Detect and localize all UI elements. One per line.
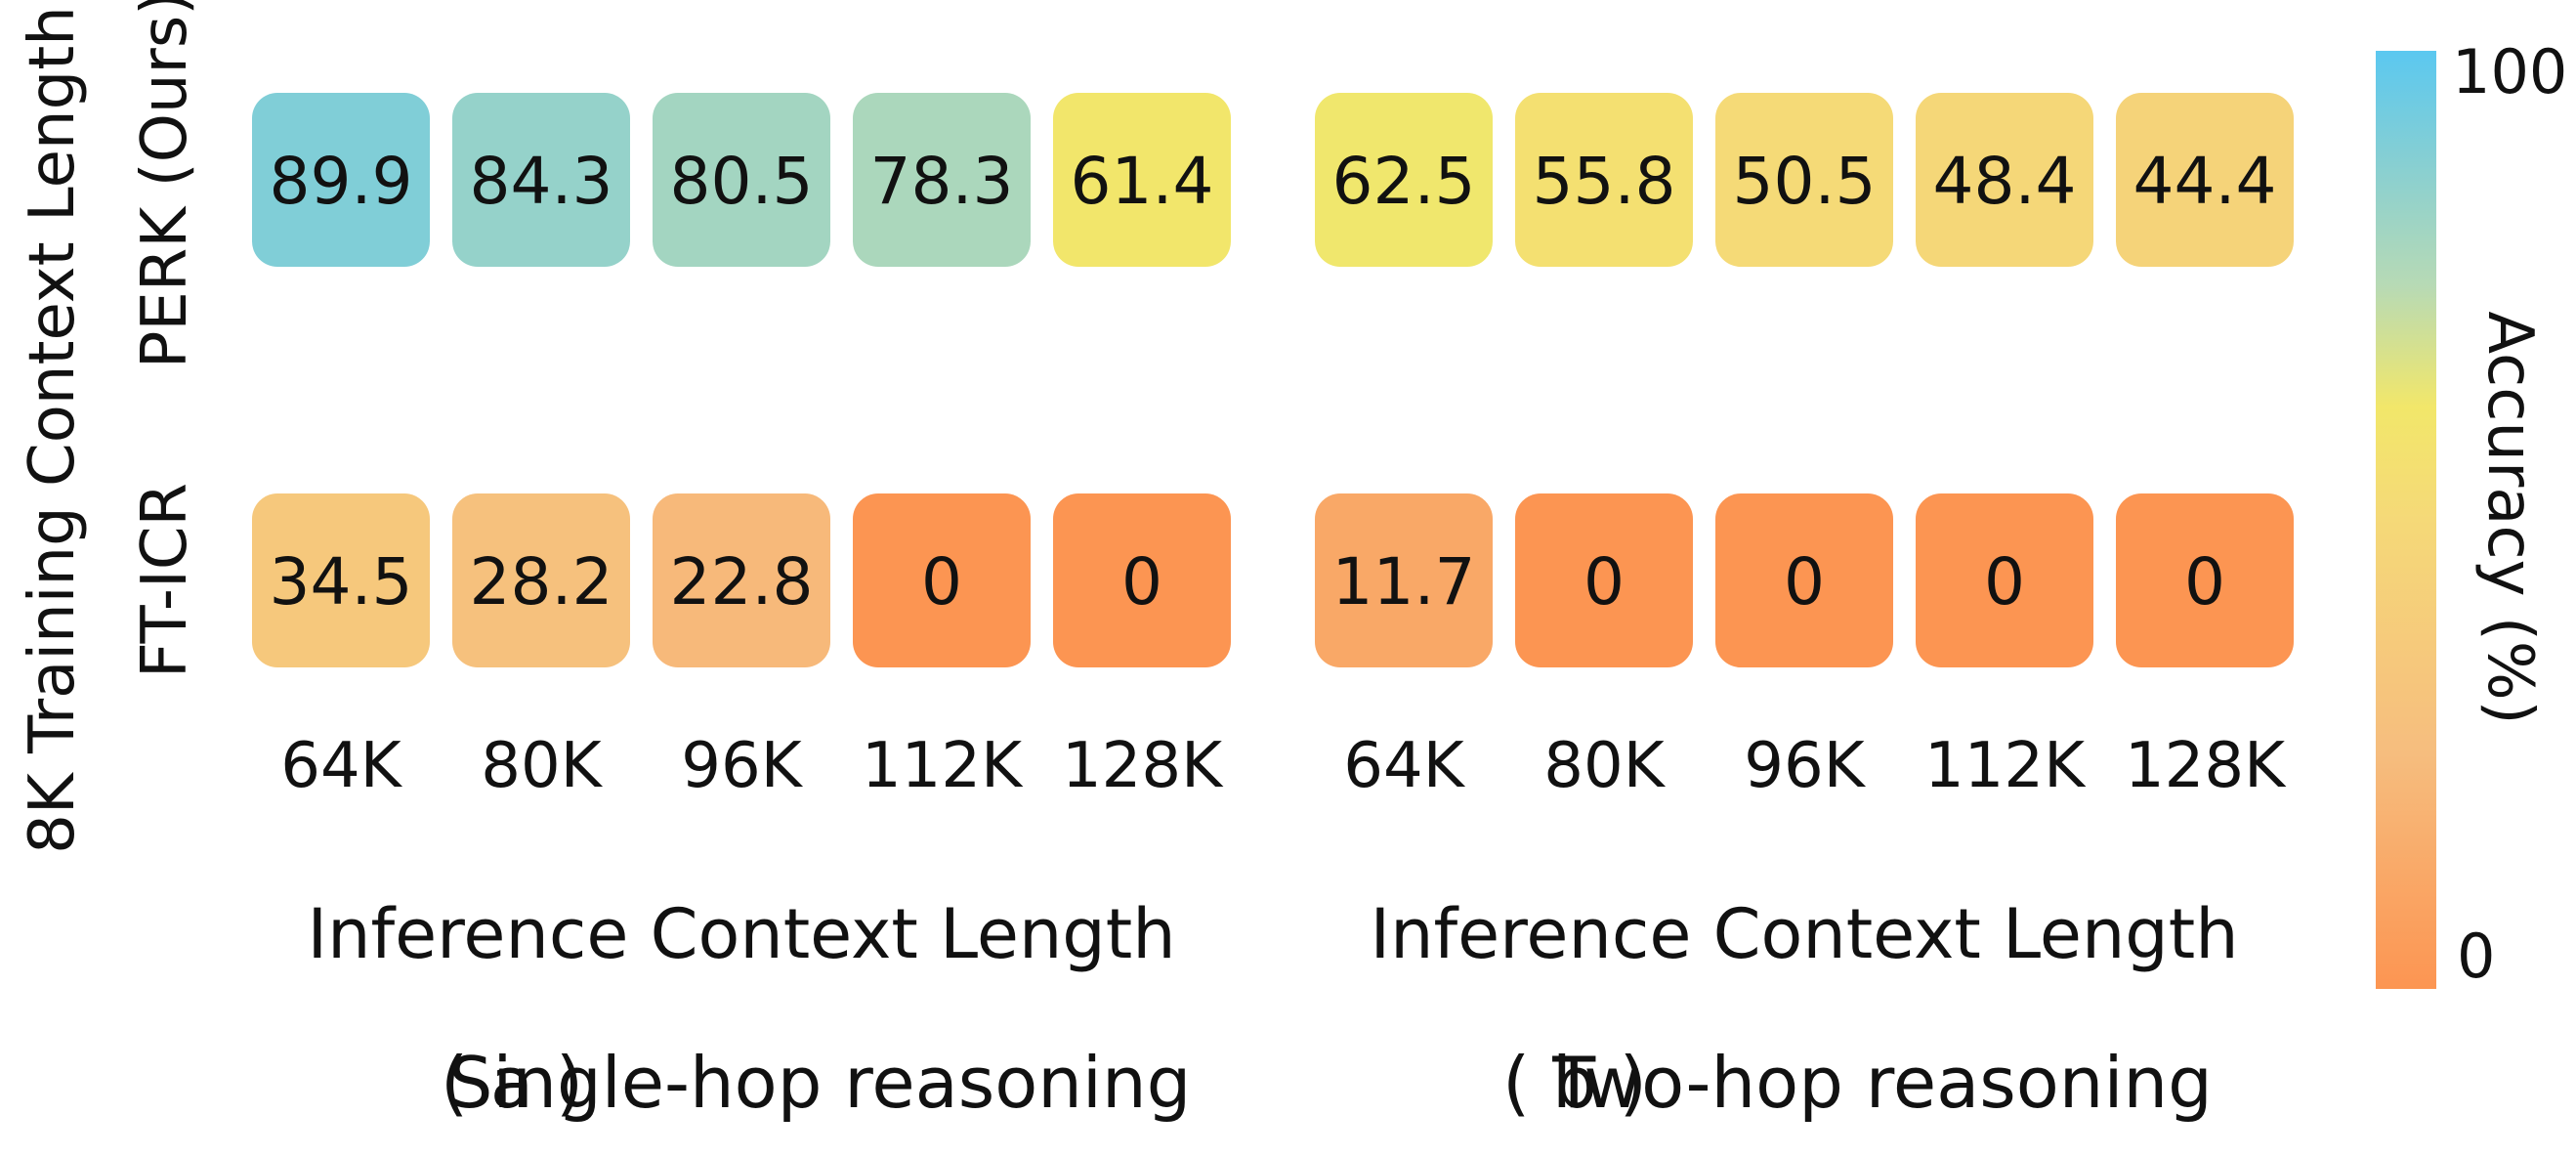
colorbar-max-label: 100 — [2452, 36, 2567, 107]
colorbar-min-label: 0 — [2457, 921, 2495, 992]
x-axis-label: Inference Context Length — [307, 894, 1175, 974]
heatmap-cell-a-r1-c4 — [1053, 493, 1231, 667]
x-tick-label: 80K — [481, 730, 603, 802]
cell-value-label: 61.4 — [1071, 144, 1214, 219]
cell-value-label: 78.3 — [870, 144, 1014, 219]
colorbar — [2376, 51, 2436, 989]
x-tick-label: 64K — [280, 730, 402, 802]
cell-value-label: 34.5 — [270, 544, 413, 620]
x-tick-label: 112K — [862, 730, 1024, 802]
heatmap-cell-a-r0-c3 — [853, 93, 1031, 267]
caption-letter: ( b ) — [1502, 1042, 1647, 1124]
cell-value-label: 0 — [1121, 544, 1162, 620]
heatmap-cell-a-r0-c1 — [452, 93, 630, 267]
cell-value-label: 0 — [1584, 544, 1625, 620]
heatmap-cell-a-r1-c0 — [252, 493, 430, 667]
x-tick-label: 128K — [2125, 730, 2287, 802]
x-tick-label: 64K — [1343, 730, 1465, 802]
cell-value-label: 28.2 — [470, 544, 613, 620]
heatmap-cell-b-r0-c4 — [2116, 93, 2294, 267]
cell-value-label: 22.8 — [670, 544, 814, 620]
heatmap-cell-b-r1-c4 — [2116, 493, 2294, 667]
heatmap-cell-a-r1-c3 — [853, 493, 1031, 667]
cell-value-label: 50.5 — [1733, 144, 1877, 219]
caption-title: Two-hop reasoning — [1551, 1042, 2213, 1124]
row-label: FT-ICR — [129, 483, 201, 678]
x-tick-label: 128K — [1062, 730, 1224, 802]
heatmap-cell-a-r0-c0 — [252, 93, 430, 267]
heatmap-cell-a-r1-c2 — [653, 493, 830, 667]
heatmap-cell-b-r1-c0 — [1315, 493, 1493, 667]
cell-value-label: 0 — [1984, 544, 2025, 620]
heatmap-cell-a-r1-c1 — [452, 493, 630, 667]
heatmap-cell-b-r1-c3 — [1916, 493, 2093, 667]
caption-letter: ( a ) — [441, 1042, 583, 1124]
colorbar-label: Accuracy (%) — [2473, 311, 2546, 724]
heatmap-cell-b-r1-c2 — [1715, 493, 1893, 667]
heatmap-cell-b-r0-c3 — [1916, 93, 2093, 267]
x-tick-label: 96K — [681, 730, 803, 802]
cell-value-label: 0 — [2184, 544, 2225, 620]
heatmap-cell-b-r0-c2 — [1715, 93, 1893, 267]
cell-value-label: 80.5 — [670, 144, 814, 219]
heatmap-cell-b-r0-c0 — [1315, 93, 1493, 267]
cell-value-label: 62.5 — [1332, 144, 1476, 219]
caption-title: Single-hop reasoning — [448, 1042, 1192, 1124]
y-axis-label: 8K Training Context Length — [17, 6, 89, 854]
x-axis-label: Inference Context Length — [1370, 894, 2238, 974]
cell-value-label: 0 — [921, 544, 962, 620]
x-tick-label: 96K — [1744, 730, 1866, 802]
cell-value-label: 44.4 — [2133, 144, 2277, 219]
heatmap-cell-a-r0-c2 — [653, 93, 830, 267]
x-tick-label: 112K — [1924, 730, 2087, 802]
heatmap-cell-b-r1-c1 — [1515, 493, 1693, 667]
cell-value-label: 11.7 — [1332, 544, 1476, 620]
row-label: PERK (Ours) — [129, 0, 201, 368]
cell-value-label: 84.3 — [470, 144, 613, 219]
heatmap-cell-a-r0-c4 — [1053, 93, 1231, 267]
cell-value-label: 48.4 — [1933, 144, 2077, 219]
cell-value-label: 0 — [1784, 544, 1825, 620]
heatmap-cell-b-r0-c1 — [1515, 93, 1693, 267]
cell-value-label: 55.8 — [1533, 144, 1676, 219]
cell-value-label: 89.9 — [270, 144, 413, 219]
x-tick-label: 80K — [1543, 730, 1666, 802]
